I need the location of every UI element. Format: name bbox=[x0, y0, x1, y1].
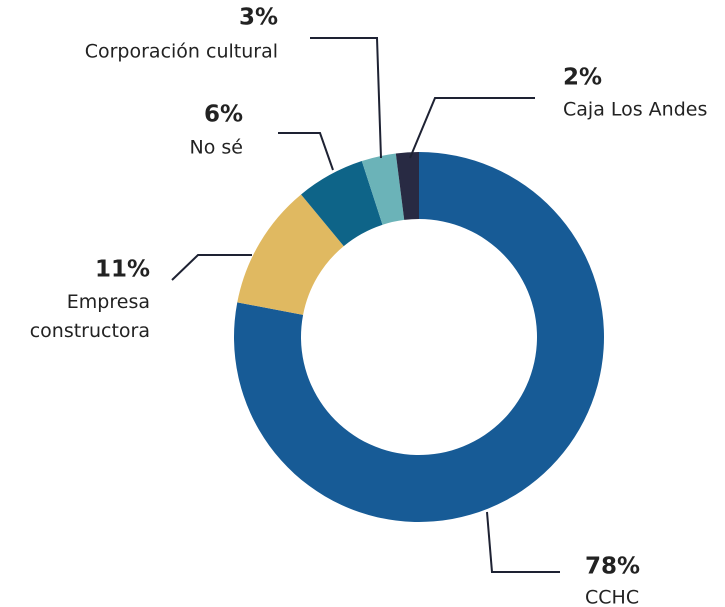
category-label: Empresa constructora bbox=[30, 291, 150, 342]
percent-label: 2% bbox=[563, 65, 602, 91]
leader-line bbox=[486, 511, 560, 573]
donut-segment bbox=[237, 194, 344, 315]
percent-label: 11% bbox=[95, 257, 150, 283]
percent-label: 3% bbox=[239, 5, 278, 31]
leader-line bbox=[171, 254, 252, 281]
category-label: CCHC bbox=[585, 587, 639, 607]
leader-line bbox=[310, 37, 382, 159]
donut-segment bbox=[395, 152, 419, 220]
donut-segment bbox=[301, 161, 383, 247]
category-label: No sé bbox=[190, 137, 243, 159]
percent-label: 78% bbox=[585, 554, 640, 580]
leader-line bbox=[278, 132, 334, 171]
donut-segment bbox=[361, 153, 405, 225]
leader-line bbox=[409, 97, 535, 159]
category-label: Caja Los Andes bbox=[563, 99, 707, 121]
donut-segment bbox=[234, 152, 604, 523]
percent-label: 6% bbox=[204, 102, 243, 128]
category-label: Corporación cultural bbox=[85, 41, 278, 63]
